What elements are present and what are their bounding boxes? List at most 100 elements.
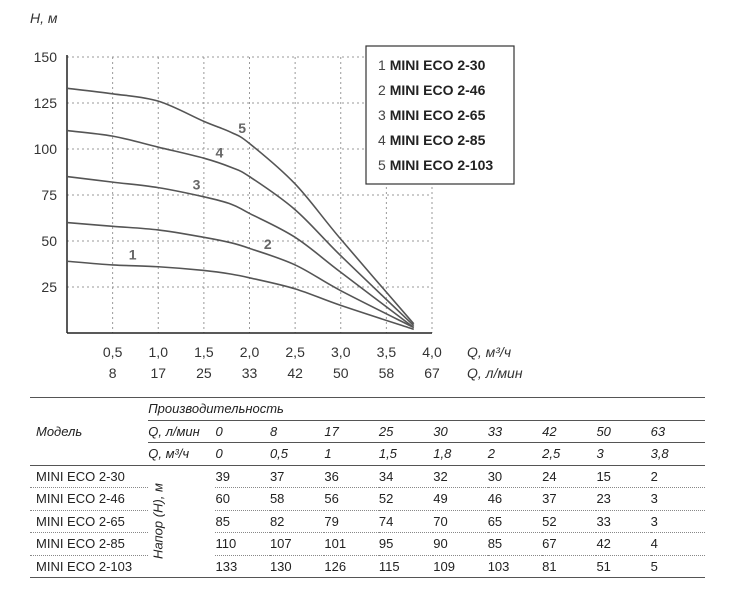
head-value: 60	[215, 487, 270, 511]
x-tick-label-lmin: 8	[109, 365, 117, 381]
head-value: 3	[650, 510, 705, 533]
curve-label-2: 2	[264, 236, 272, 252]
x-axis-label-m3h: Q, м³/ч	[467, 344, 511, 360]
y-axis-label: H, м	[30, 10, 58, 26]
q-lmin-label: Q, л/мин	[148, 420, 216, 443]
head-value: 81	[542, 555, 597, 578]
model-name: MINI ECO 2-65	[30, 510, 149, 533]
q-m3h-value: 0,5	[269, 442, 325, 466]
head-value: 133	[215, 555, 270, 578]
q-m3h-value: 2,5	[542, 442, 597, 466]
legend-box	[365, 45, 515, 185]
head-value: 115	[378, 555, 434, 578]
model-name: MINI ECO 2-103	[30, 555, 149, 578]
q-m3h-row: Q, м³/ч 0 0,5 1 1,5 1,8 2 2,5 3 3,8	[30, 442, 705, 466]
x-tick-label-m3h: 1,5	[194, 344, 214, 360]
curve-label-4: 4	[215, 144, 223, 160]
y-tick-label: 100	[34, 141, 58, 157]
head-value: 79	[324, 510, 379, 533]
head-value: 51	[596, 555, 651, 578]
head-value: 101	[324, 532, 379, 556]
series-line-3	[66, 175, 415, 329]
table-header-row: Модель Производительность	[30, 397, 705, 466]
q-lmin-value: 8	[269, 420, 325, 443]
head-value: 34	[378, 465, 434, 488]
head-value: 3	[650, 487, 705, 511]
x-tick-label-lmin: 58	[379, 365, 395, 381]
x-tick-label-lmin: 25	[196, 365, 212, 381]
x-tick-label-m3h: 4,0	[422, 344, 442, 360]
performance-header: Производительность	[148, 397, 705, 421]
head-value: 90	[433, 532, 488, 556]
x-tick-label-lmin: 17	[150, 365, 166, 381]
model-name: MINI ECO 2-30	[30, 465, 149, 488]
x-tick-label-m3h: 3,0	[331, 344, 351, 360]
q-lmin-value: 50	[596, 420, 651, 443]
head-value: 49	[433, 487, 488, 511]
head-value: 107	[269, 532, 325, 556]
q-m3h-value: 3,8	[650, 442, 705, 466]
legend-entry-1: 1 MINI ECO 2-30	[378, 57, 486, 73]
legend-entry-3: 3 MINI ECO 2-65	[378, 107, 486, 123]
head-label-cell: Напор (H), м	[148, 465, 216, 578]
head-value: 42	[596, 532, 651, 556]
head-value: 65	[487, 510, 543, 533]
x-tick-label-m3h: 3,5	[377, 344, 397, 360]
series-line-5	[66, 87, 415, 325]
curve-label-3: 3	[193, 176, 201, 192]
head-value: 2	[650, 465, 705, 488]
q-m3h-value: 2	[487, 442, 543, 466]
head-value: 30	[487, 465, 543, 488]
curve-label-5: 5	[238, 120, 246, 136]
head-value: 39	[215, 465, 270, 488]
y-tick-label: 125	[34, 95, 58, 111]
table-row: MINI ECO 2-85 110 107 101 95 90 85 67 42 4	[30, 532, 705, 556]
head-value: 4	[650, 532, 705, 556]
table-row: MINI ECO 2-46 60 58 56 52 49 46 37 23 3	[30, 487, 705, 511]
head-label: Напор (H), м	[150, 483, 166, 560]
head-value: 103	[487, 555, 543, 578]
head-value: 24	[542, 465, 597, 488]
head-value: 33	[596, 510, 651, 533]
x-tick-label-m3h: 2,0	[240, 344, 260, 360]
head-value: 67	[542, 532, 597, 556]
model-name: MINI ECO 2-85	[30, 532, 149, 556]
table-row: MINI ECO 2-65 85 82 79 74 70 65 52 33 3	[30, 510, 705, 533]
q-lmin-value: 42	[542, 420, 597, 443]
model-name: MINI ECO 2-46	[30, 487, 149, 511]
table-row: MINI ECO 2-103 133 130 126 115 109 103 81 51 5	[30, 555, 705, 578]
q-lmin-value: 33	[487, 420, 543, 443]
q-m3h-value: 1,8	[433, 442, 488, 466]
series-line-1	[66, 260, 414, 331]
q-lmin-value: 63	[650, 420, 705, 443]
x-tick-label-m3h: 2,5	[285, 344, 305, 360]
head-value: 52	[542, 510, 597, 533]
y-tick-label: 150	[34, 49, 58, 65]
head-value: 74	[378, 510, 434, 533]
head-value: 32	[433, 465, 488, 488]
y-tick-label: 25	[41, 279, 57, 295]
series-line-4	[66, 129, 415, 327]
head-value: 58	[269, 487, 325, 511]
q-m3h-label: Q, м³/ч	[148, 442, 216, 466]
head-value: 95	[378, 532, 434, 556]
head-value: 36	[324, 465, 379, 488]
y-tick-label: 75	[41, 187, 57, 203]
head-value: 70	[433, 510, 488, 533]
q-lmin-value: 25	[378, 420, 434, 443]
curve-label-1: 1	[129, 247, 137, 263]
x-tick-label-m3h: 0,5	[103, 344, 123, 360]
head-value: 85	[487, 532, 543, 556]
performance-table: Модель Производительность Q, л/мин 0 8 17 25 30…	[30, 397, 705, 578]
q-lmin-value: 0	[215, 420, 270, 443]
x-tick-label-m3h: 1,0	[149, 344, 169, 360]
head-value: 46	[487, 487, 543, 511]
q-m3h-value: 0	[215, 442, 270, 466]
table-row: MINI ECO 2-30 Напор (H), м 39 37 36 34 32 30 24 1…	[30, 465, 705, 578]
head-value: 23	[596, 487, 651, 511]
y-tick-label: 50	[41, 233, 57, 249]
head-value: 15	[596, 465, 651, 488]
head-value: 37	[269, 465, 325, 488]
q-m3h-value: 3	[596, 442, 651, 466]
